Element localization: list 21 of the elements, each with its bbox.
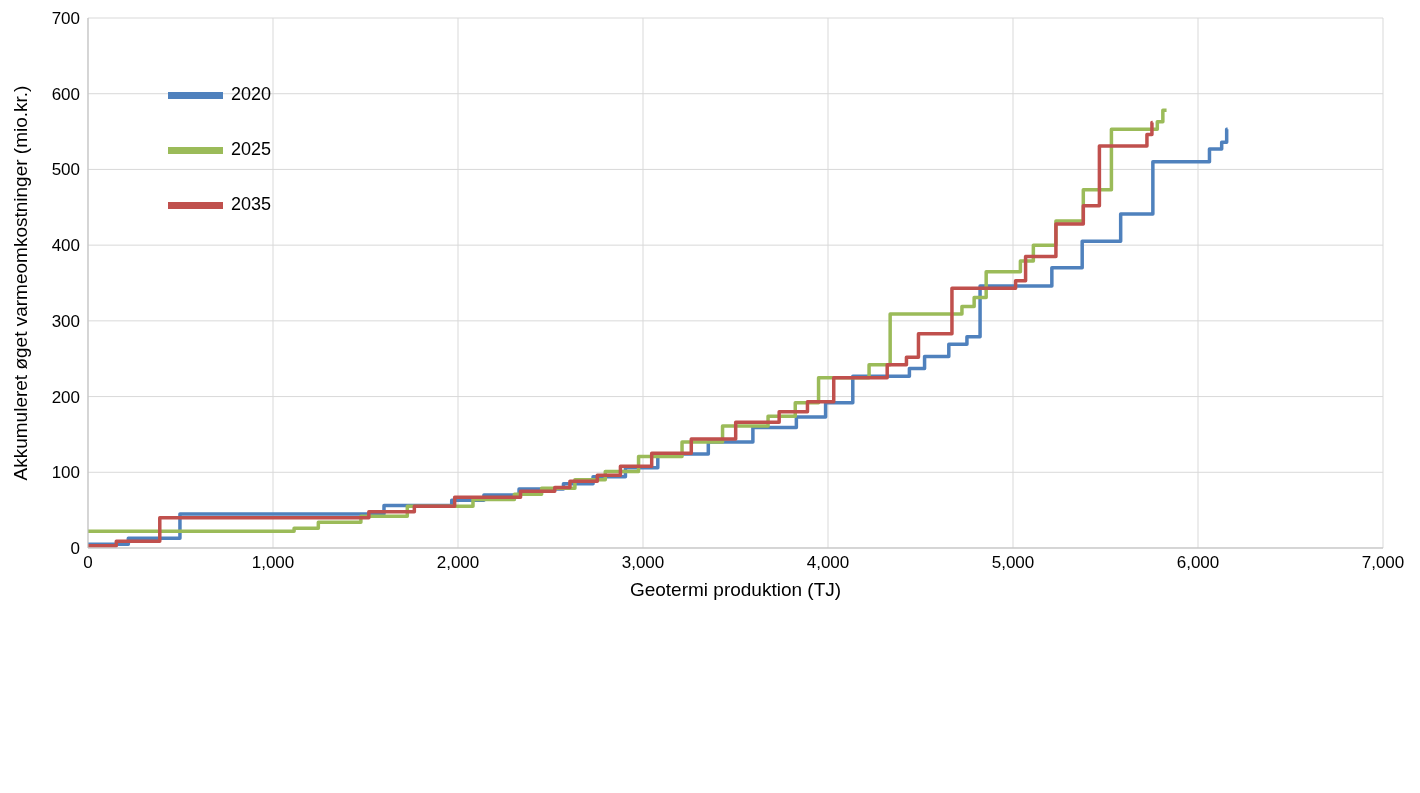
x-tick-label: 0 bbox=[83, 553, 93, 573]
x-tick-label: 7,000 bbox=[1361, 553, 1405, 573]
x-tick-label: 6,000 bbox=[1176, 553, 1220, 573]
x-tick-label: 1,000 bbox=[251, 553, 295, 573]
y-tick-label: 400 bbox=[51, 236, 80, 256]
y-tick-label: 500 bbox=[51, 160, 80, 180]
y-tick-label: 700 bbox=[51, 9, 80, 29]
y-tick-label: 200 bbox=[51, 387, 80, 407]
x-tick-label: 3,000 bbox=[621, 553, 665, 573]
x-axis-title: Geotermi produktion (TJ) bbox=[629, 579, 842, 600]
legend-label: 2025 bbox=[231, 138, 272, 159]
y-axis-title: Akkumuleret øget varmeomkostninger (mio.kr.) bbox=[9, 85, 31, 481]
y-tick-label: 600 bbox=[51, 84, 80, 104]
y-tick-label: 0 bbox=[70, 539, 80, 559]
x-tick-label: 4,000 bbox=[806, 553, 850, 573]
legend-label: 2035 bbox=[231, 193, 272, 214]
y-tick-label: 300 bbox=[51, 311, 80, 331]
x-tick-label: 5,000 bbox=[991, 553, 1035, 573]
y-tick-label: 100 bbox=[51, 463, 80, 483]
x-tick-label: 2,000 bbox=[436, 553, 480, 573]
legend-label: 2020 bbox=[231, 83, 272, 104]
